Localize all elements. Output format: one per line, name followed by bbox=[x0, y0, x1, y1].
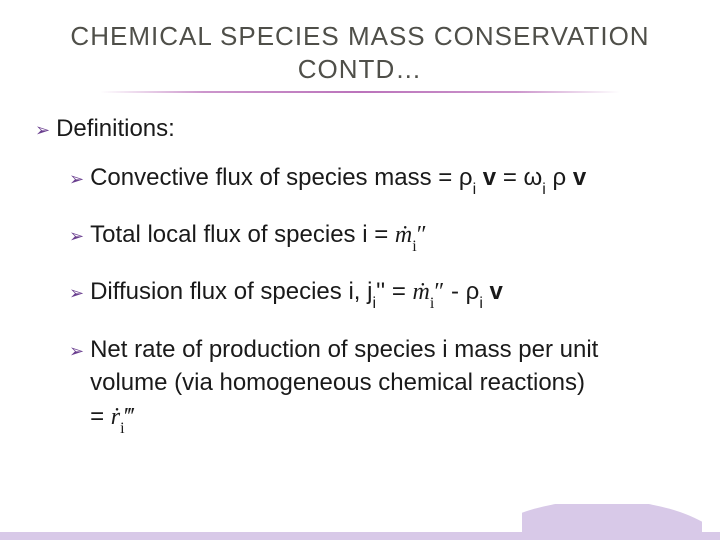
slide-container: CHEMICAL SPECIES MASS CONSERVATION CONTD… bbox=[0, 0, 720, 540]
symbol-mi-double-prime: ṁi″ bbox=[395, 219, 427, 255]
symbol-v: v bbox=[483, 278, 503, 305]
title-line-2: CONTD… bbox=[298, 54, 422, 84]
symbol-rho: ρ bbox=[459, 164, 473, 191]
chevron-icon: ➢ bbox=[69, 167, 84, 192]
text-fragment: Convective flux of species mass = bbox=[90, 164, 459, 191]
definitions-label: Definitions: bbox=[56, 115, 685, 143]
item-total-flux: ➢ Total local flux of species i = ṁi″ bbox=[69, 218, 685, 255]
net-rate-text: Net rate of production of species i mass… bbox=[90, 333, 685, 437]
text-fragment: volume (via homogeneous chemical reactio… bbox=[90, 369, 585, 396]
symbol-v: v bbox=[566, 164, 586, 191]
convective-text: Convective flux of species mass = ρi v =… bbox=[90, 161, 685, 198]
text-fragment: Diffusion flux of species i, j bbox=[90, 278, 372, 305]
title-underline bbox=[100, 91, 620, 93]
text-fragment: - bbox=[444, 278, 465, 305]
item-diffusion-flux: ➢ Diffusion flux of species i, ji'' = ṁi… bbox=[69, 275, 685, 312]
slide-title: CHEMICAL SPECIES MASS CONSERVATION CONTD… bbox=[35, 20, 685, 85]
text-fragment: = bbox=[496, 164, 523, 191]
subscript: i bbox=[479, 295, 483, 312]
item-convective-flux: ➢ Convective flux of species mass = ρi v… bbox=[69, 161, 685, 198]
total-text: Total local flux of species i = ṁi″ bbox=[90, 218, 685, 255]
text-fragment: = bbox=[385, 278, 412, 305]
item-net-rate: ➢ Net rate of production of species i ma… bbox=[69, 333, 685, 437]
subscript: i bbox=[473, 181, 477, 198]
subscript: i bbox=[372, 295, 376, 312]
chevron-icon: ➢ bbox=[35, 120, 50, 141]
text-fragment: Net rate of production of species i mass… bbox=[90, 336, 598, 363]
definitions-heading: ➢ Definitions: bbox=[35, 115, 685, 143]
subscript: i bbox=[542, 181, 546, 198]
symbol-rho: ρ bbox=[466, 278, 480, 305]
symbol-omega: ω bbox=[524, 164, 543, 191]
symbol-rho: ρ bbox=[553, 164, 567, 191]
text-fragment: = bbox=[90, 403, 111, 430]
title-line-1: CHEMICAL SPECIES MASS CONSERVATION bbox=[70, 21, 649, 51]
chevron-icon: ➢ bbox=[69, 339, 84, 364]
chevron-icon: ➢ bbox=[69, 224, 84, 249]
symbol-v: v bbox=[476, 164, 496, 191]
text-fragment: Total local flux of species i = bbox=[90, 221, 395, 248]
text-fragment: '' bbox=[376, 278, 385, 305]
chevron-icon: ➢ bbox=[69, 281, 84, 306]
symbol-r-dot-triple-prime: ṙi‴ bbox=[111, 401, 135, 437]
accent-curve bbox=[522, 504, 702, 540]
diffusion-text: Diffusion flux of species i, ji'' = ṁi″ … bbox=[90, 275, 685, 312]
text-fragment bbox=[546, 164, 553, 191]
slide-bottom-accent bbox=[0, 504, 720, 540]
symbol-mi-double-prime: ṁi″ bbox=[413, 276, 445, 312]
